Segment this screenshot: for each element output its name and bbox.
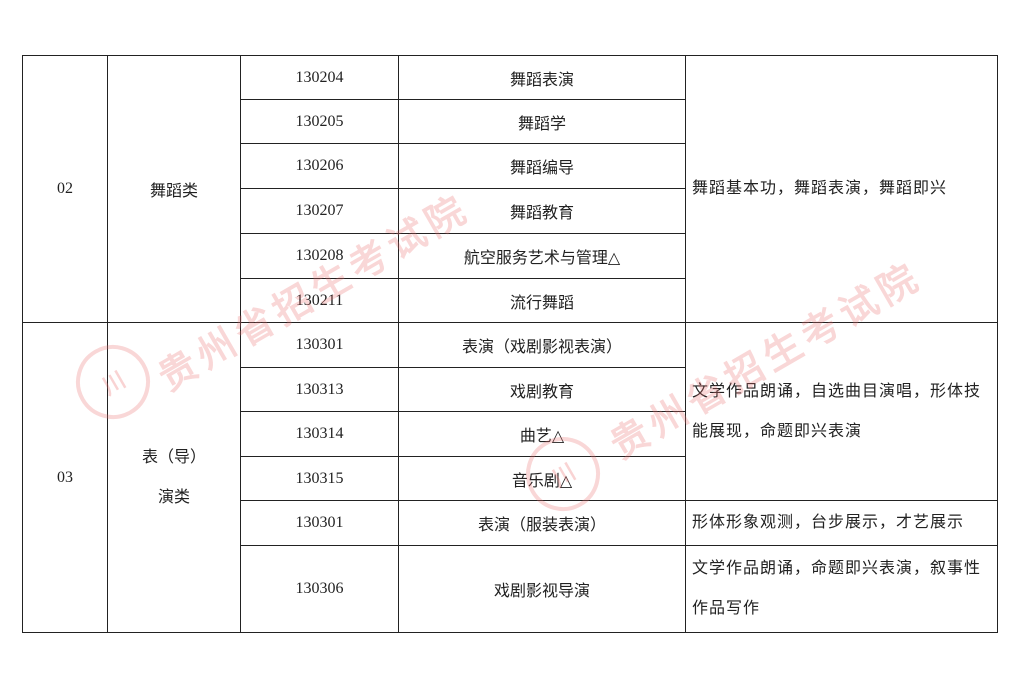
major-code: 130205 bbox=[240, 99, 399, 144]
exam-requirement: 文学作品朗诵，自选曲目演唱，形体技能展现，命题即兴表演 bbox=[685, 322, 998, 501]
major-code: 130301 bbox=[240, 322, 399, 368]
major-code: 130207 bbox=[240, 188, 399, 234]
major-name: 航空服务艺术与管理△ bbox=[398, 233, 686, 279]
major-name: 曲艺△ bbox=[398, 411, 686, 457]
exam-requirement: 文学作品朗诵，命题即兴表演，叙事性作品写作 bbox=[685, 545, 998, 633]
major-code: 130306 bbox=[240, 545, 399, 633]
major-name: 舞蹈表演 bbox=[398, 55, 686, 100]
exam-requirement: 形体形象观测，台步展示，才艺展示 bbox=[685, 500, 998, 546]
majors-table: 02 舞蹈类 130204 舞蹈表演 舞蹈基本功，舞蹈表演，舞蹈即兴 13020… bbox=[22, 55, 998, 633]
major-code: 130206 bbox=[240, 143, 399, 189]
group-number: 03 bbox=[22, 322, 108, 633]
major-code: 130315 bbox=[240, 456, 399, 501]
table-row: 130314 曲艺△ bbox=[23, 411, 998, 457]
major-code: 130313 bbox=[240, 367, 399, 412]
major-code: 130208 bbox=[240, 233, 399, 279]
table-row: 130301 表演（服装表演） 形体形象观测，台步展示，才艺展示 bbox=[23, 500, 998, 546]
table-row: 130211 流行舞蹈 bbox=[23, 278, 998, 323]
major-code: 130301 bbox=[240, 500, 399, 546]
major-code: 130211 bbox=[240, 278, 399, 323]
major-name: 表演（戏剧影视表演） bbox=[398, 322, 686, 368]
table-row: 130206 舞蹈编导 bbox=[23, 143, 998, 189]
table-row: 03 表（导） 演类 130301 表演（戏剧影视表演） 文学作品朗诵，自选曲目… bbox=[22, 322, 998, 633]
table-row: 130315 音乐剧△ bbox=[23, 456, 998, 501]
category: 表（导） 演类 bbox=[107, 322, 241, 633]
table-row: 130205 舞蹈学 bbox=[23, 99, 998, 144]
major-code: 130314 bbox=[240, 411, 399, 457]
major-name: 戏剧教育 bbox=[398, 367, 686, 412]
category: 舞蹈类 bbox=[107, 55, 241, 323]
category-line: 演类 bbox=[157, 488, 190, 506]
major-name: 流行舞蹈 bbox=[398, 278, 686, 323]
category-line: 表（导） bbox=[141, 448, 206, 466]
major-name: 舞蹈教育 bbox=[398, 188, 686, 234]
table-row: 02 舞蹈类 130204 舞蹈表演 舞蹈基本功，舞蹈表演，舞蹈即兴 bbox=[22, 55, 998, 323]
major-name: 表演（服装表演） bbox=[398, 500, 686, 546]
table-row: 130313 戏剧教育 bbox=[23, 367, 998, 412]
major-code: 130204 bbox=[240, 55, 399, 100]
group-number: 02 bbox=[22, 55, 108, 323]
table-row: 130207 舞蹈教育 bbox=[23, 188, 998, 234]
major-name: 舞蹈学 bbox=[398, 99, 686, 144]
table-row: 130208 航空服务艺术与管理△ bbox=[23, 233, 998, 279]
table-row: 130306 戏剧影视导演 文学作品朗诵，命题即兴表演，叙事性作品写作 bbox=[23, 545, 998, 633]
exam-requirement: 舞蹈基本功，舞蹈表演，舞蹈即兴 bbox=[685, 55, 998, 323]
major-name: 戏剧影视导演 bbox=[398, 545, 686, 633]
major-name: 舞蹈编导 bbox=[398, 143, 686, 189]
major-name: 音乐剧△ bbox=[398, 456, 686, 501]
